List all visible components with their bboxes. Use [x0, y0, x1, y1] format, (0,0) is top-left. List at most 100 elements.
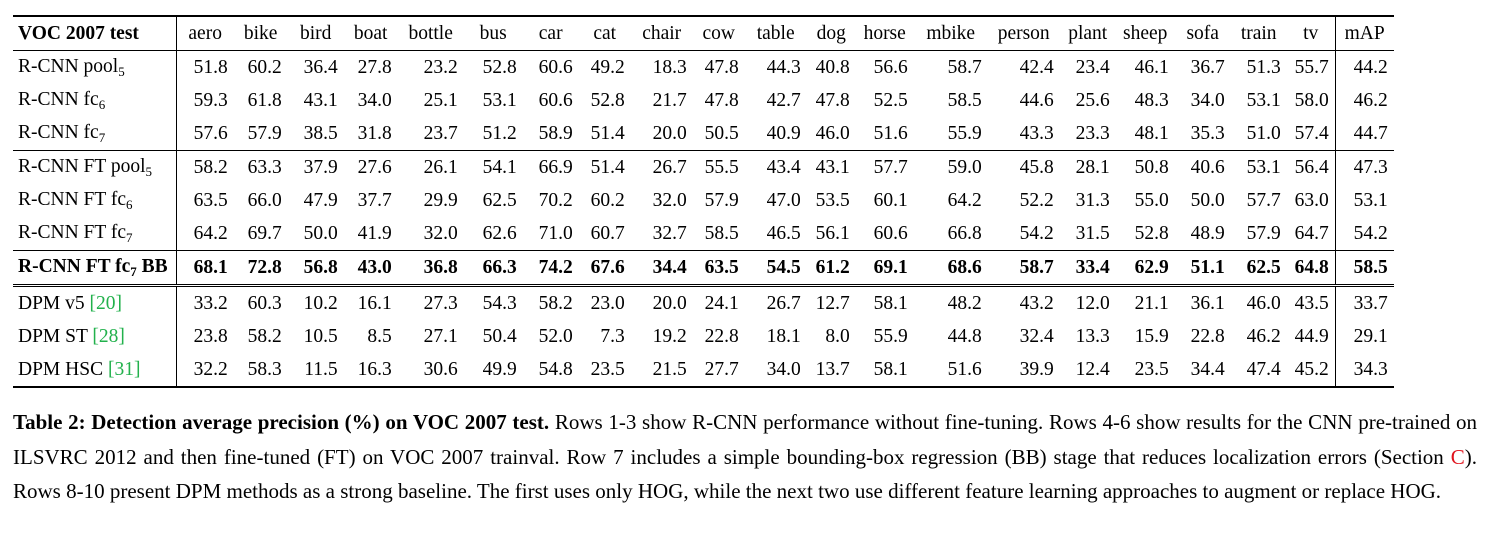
- table-cell: 11.5: [287, 353, 344, 388]
- column-header-bike: bike: [233, 15, 288, 51]
- table-cell: 39.9: [987, 353, 1060, 388]
- column-header-bird: bird: [287, 15, 344, 51]
- table-cell: 43.1: [806, 150, 856, 184]
- table-cell: 13.7: [806, 353, 856, 388]
- column-header-bottle: bottle: [397, 15, 464, 51]
- table-row: R-CNN pool5 51.8 60.2 36.4 27.8 23.2 52.8 60.6 4…: [13, 50, 1394, 84]
- table-row: DPM ST [28] 23.8 58.2 10.5 8.5 27.1 50.4 52.0 7.…: [13, 320, 1394, 353]
- table-cell: 64.2: [947, 189, 982, 211]
- table-cell: 40.9: [766, 122, 801, 144]
- table-cell: 52.8: [1134, 222, 1169, 244]
- table-cell: 47.0: [766, 189, 801, 211]
- table-cell: 36.4: [303, 56, 338, 78]
- table-cell: 20.0: [652, 122, 687, 144]
- table-cell: 55.5: [692, 150, 745, 184]
- table-cell: 44.6: [1019, 89, 1054, 111]
- table-cell: 50.8: [1115, 150, 1175, 184]
- row-label-text: R-CNN FT fc: [18, 222, 126, 243]
- table-cell: 64.8: [1286, 250, 1336, 286]
- table-cell: 57.9: [247, 122, 282, 144]
- table-cell: 27.7: [692, 353, 745, 388]
- table-header-label: VOC 2007 test: [13, 15, 177, 51]
- row-label-subscript: 5: [145, 164, 153, 179]
- table-cell: 51.2: [482, 122, 517, 144]
- table-cell: 60.6: [538, 56, 573, 78]
- results-table: VOC 2007 test aero bike bird boat bottle bus c…: [13, 15, 1394, 388]
- table-cell: 34.0: [357, 89, 392, 111]
- table-cell: 47.3: [1335, 150, 1394, 184]
- column-header-boat: boat: [343, 15, 398, 51]
- table-cell: 51.6: [913, 353, 988, 388]
- row-label: R-CNN fc6: [13, 84, 177, 117]
- table-cell: 62.5: [482, 189, 517, 211]
- table-cell: 21.7: [652, 89, 687, 111]
- table-cell: 52.2: [1019, 189, 1054, 211]
- table-cell: 60.2: [590, 189, 625, 211]
- table-cell: 46.1: [1134, 56, 1169, 78]
- column-header-map: mAP: [1335, 15, 1394, 51]
- column-header-aero: aero: [176, 15, 234, 51]
- table-cell: 46.0: [1230, 284, 1287, 320]
- column-header-person: person: [987, 15, 1060, 51]
- table-cell: 63.3: [233, 150, 288, 184]
- table-cell: 74.2: [522, 250, 579, 286]
- table-cell: 48.2: [913, 284, 988, 320]
- row-label-text: R-CNN FT fc: [18, 189, 126, 210]
- table-cell: 58.0: [1286, 84, 1336, 117]
- table-cell: 62.5: [1230, 250, 1287, 286]
- table-cell: 41.9: [357, 222, 392, 244]
- table-cell: 66.8: [947, 222, 982, 244]
- table-cell: 51.1: [1174, 250, 1231, 286]
- table-cell: 58.5: [947, 89, 982, 111]
- column-header-cat: cat: [578, 15, 631, 51]
- table-cell: 32.2: [176, 353, 234, 388]
- column-header-train: train: [1230, 15, 1287, 51]
- citation-link[interactable]: [28]: [92, 325, 125, 347]
- column-header-mbike: mbike: [913, 15, 988, 51]
- table-cell: 46.2: [1246, 325, 1281, 347]
- table-cell: 58.7: [947, 56, 982, 78]
- citation-link[interactable]: [20]: [89, 292, 123, 314]
- table-cell: 23.7: [423, 122, 458, 144]
- section-link[interactable]: C: [1450, 444, 1465, 469]
- table-cell: 26.1: [397, 150, 464, 184]
- table-cell: 36.8: [397, 250, 464, 286]
- table-cell: 10.5: [303, 325, 338, 347]
- row-label-suffix: BB: [136, 256, 168, 277]
- table-cell: 55.9: [947, 122, 982, 144]
- table-cell: 72.8: [233, 250, 288, 286]
- table-cell: 10.2: [287, 284, 344, 320]
- table-cell: 47.4: [1230, 353, 1287, 388]
- table-cell: 12.4: [1059, 353, 1116, 388]
- citation-link[interactable]: [31]: [107, 358, 141, 380]
- table-cell: 58.5: [1335, 250, 1394, 286]
- table-cell: 54.1: [463, 150, 523, 184]
- table-cell: 61.8: [247, 89, 282, 111]
- caption-body-part-2: ). Rows 8-10 present DPM methods as a st…: [13, 444, 1477, 504]
- table-cell: 36.1: [1174, 284, 1231, 320]
- table-cell: 16.3: [343, 353, 398, 388]
- table-cell: 8.5: [367, 325, 392, 347]
- column-header-sofa: sofa: [1174, 15, 1231, 51]
- table-cell: 47.8: [704, 89, 739, 111]
- table-row: R-CNN fc7 57.6 57.9 38.5 31.8 23.7 51.2 58.9 51.…: [13, 117, 1394, 151]
- row-label-text: R-CNN pool: [18, 56, 119, 77]
- table-cell: 59.0: [913, 150, 988, 184]
- table-cell: 54.2: [1353, 222, 1388, 244]
- row-label-subscript: 7: [125, 230, 133, 245]
- table-cell: 27.8: [357, 56, 392, 78]
- table-row: R-CNN FT pool5 58.2 63.3 37.9 27.6 26.1 54.1 66…: [13, 150, 1394, 184]
- table-cell: 55.0: [1134, 189, 1169, 211]
- table-cell: 47.8: [815, 89, 850, 111]
- table-cell: 35.3: [1190, 122, 1225, 144]
- table-cell: 69.7: [247, 222, 282, 244]
- table-cell: 63.5: [193, 189, 228, 211]
- row-label: R-CNN FT fc6: [13, 184, 177, 217]
- table-caption: Table 2: Detection average precision (%)…: [13, 405, 1477, 509]
- column-header-car: car: [522, 15, 579, 51]
- table-cell: 33.4: [1059, 250, 1116, 286]
- column-header-bus: bus: [463, 15, 523, 51]
- table-cell: 58.5: [704, 222, 739, 244]
- table-cell: 54.8: [522, 353, 579, 388]
- column-header-sheep: sheep: [1115, 15, 1175, 51]
